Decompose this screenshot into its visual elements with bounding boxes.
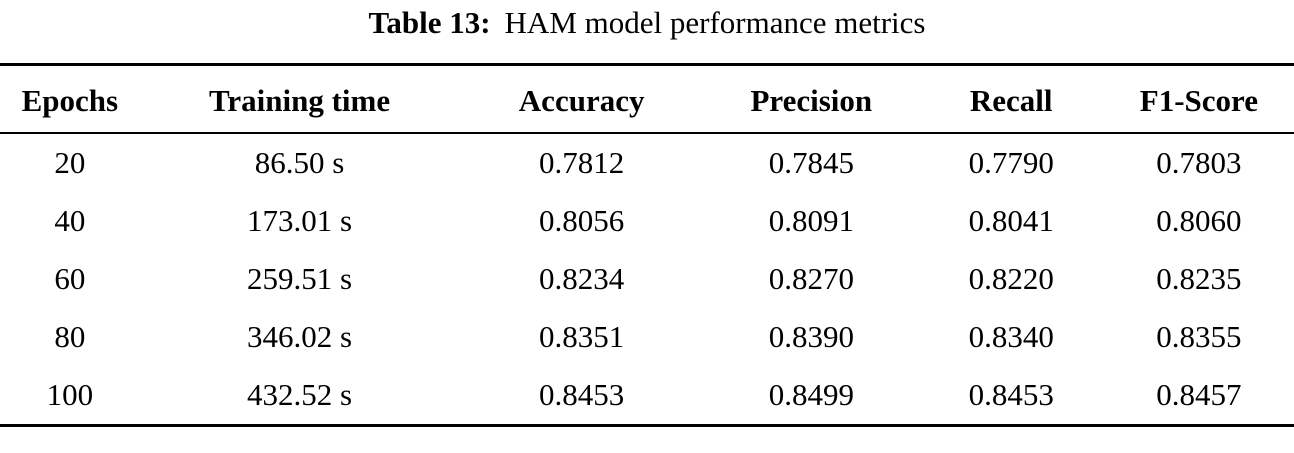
table-caption: Table 13: HAM model performance metrics [0,4,1294,41]
cell-precision: 0.8390 [768,319,854,355]
table-row: 80 346.02 s 0.8351 0.8390 0.8340 0.8355 [0,308,1294,366]
cell-epochs: 60 [54,261,86,297]
table-caption-title: HAM model performance metrics [504,5,926,40]
cell-training-time: 346.02 s [247,319,353,355]
metrics-table: Epochs Training time Accuracy Precision … [0,63,1294,428]
cell-epochs: 20 [54,145,86,181]
column-header-precision: Precision [703,64,919,135]
cell-accuracy: 0.8234 [539,261,625,297]
cell-training-time: 173.01 s [247,203,353,239]
column-header-recall: Recall [918,64,1104,135]
cell-training-time: 259.51 s [247,261,353,297]
cell-f1-score: 0.8060 [1156,203,1242,239]
cell-accuracy: 0.7812 [539,145,625,181]
table-row: 100 432.52 s 0.8453 0.8499 0.8453 0.8457 [0,366,1294,426]
cell-accuracy: 0.8056 [539,203,625,239]
cell-f1-score: 0.8355 [1156,319,1242,355]
column-header-epochs: Epochs [0,64,140,135]
table-caption-label: Table 13: [368,5,491,40]
cell-precision: 0.7845 [768,145,854,181]
column-header-accuracy: Accuracy [459,64,704,135]
column-header-training-time: Training time [139,64,460,135]
cell-training-time: 86.50 s [254,145,345,181]
cell-f1-score: 0.8235 [1156,261,1242,297]
cell-precision: 0.8270 [768,261,854,297]
cell-precision: 0.8091 [768,203,854,239]
cell-recall: 0.8340 [968,319,1054,355]
table-row: 40 173.01 s 0.8056 0.8091 0.8041 0.8060 [0,192,1294,250]
cell-recall: 0.8041 [968,203,1054,239]
cell-epochs: 80 [54,319,86,355]
cell-recall: 0.7790 [968,145,1054,181]
cell-accuracy: 0.8453 [539,377,625,413]
cell-recall: 0.8453 [968,377,1054,413]
cell-training-time: 432.52 s [247,377,353,413]
table-row: 60 259.51 s 0.8234 0.8270 0.8220 0.8235 [0,250,1294,308]
column-header-f1-score: F1-Score [1103,64,1294,135]
cell-f1-score: 0.7803 [1156,145,1242,181]
cell-recall: 0.8220 [968,261,1054,297]
cell-accuracy: 0.8351 [539,319,625,355]
header-row: Epochs Training time Accuracy Precision … [0,64,1294,135]
cell-precision: 0.8499 [768,377,854,413]
cell-f1-score: 0.8457 [1156,377,1242,413]
cell-epochs: 40 [54,203,86,239]
table-row: 20 86.50 s 0.7812 0.7845 0.7790 0.7803 [0,133,1294,192]
cell-epochs: 100 [46,377,94,413]
